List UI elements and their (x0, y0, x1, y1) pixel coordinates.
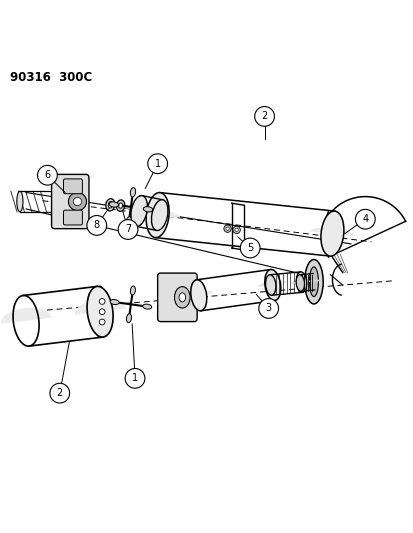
Text: 4: 4 (361, 214, 368, 224)
Text: 5: 5 (247, 243, 253, 253)
Ellipse shape (109, 202, 118, 207)
Polygon shape (292, 279, 321, 284)
Ellipse shape (87, 286, 113, 337)
Text: 1: 1 (154, 159, 160, 168)
Circle shape (233, 226, 240, 233)
Circle shape (258, 298, 278, 318)
Text: 7: 7 (125, 224, 131, 235)
Circle shape (118, 220, 138, 239)
Ellipse shape (174, 287, 190, 308)
Circle shape (254, 107, 274, 126)
Ellipse shape (143, 207, 152, 212)
Ellipse shape (264, 270, 280, 301)
FancyBboxPatch shape (63, 179, 82, 193)
Circle shape (73, 197, 81, 206)
Ellipse shape (130, 188, 135, 197)
Text: 6: 6 (44, 170, 50, 180)
Circle shape (147, 154, 167, 174)
Circle shape (99, 309, 105, 314)
Polygon shape (123, 206, 175, 218)
Ellipse shape (106, 199, 115, 211)
Circle shape (223, 225, 231, 232)
Ellipse shape (309, 267, 318, 296)
Circle shape (38, 165, 57, 185)
Ellipse shape (304, 260, 323, 304)
Ellipse shape (296, 272, 306, 293)
Ellipse shape (265, 274, 275, 295)
Circle shape (87, 215, 107, 235)
Circle shape (99, 298, 105, 304)
Ellipse shape (146, 192, 169, 238)
Ellipse shape (151, 200, 168, 230)
Circle shape (235, 228, 237, 231)
Polygon shape (183, 280, 287, 297)
Circle shape (125, 368, 145, 388)
Text: 8: 8 (93, 220, 100, 230)
Ellipse shape (190, 280, 206, 311)
Text: 2: 2 (57, 388, 63, 398)
Ellipse shape (131, 196, 147, 227)
Text: 1: 1 (132, 373, 138, 383)
Ellipse shape (142, 304, 151, 309)
Circle shape (50, 383, 69, 403)
Circle shape (355, 209, 374, 229)
Ellipse shape (116, 200, 124, 212)
Circle shape (240, 238, 259, 258)
FancyBboxPatch shape (63, 210, 82, 225)
Ellipse shape (108, 201, 112, 208)
FancyBboxPatch shape (52, 174, 89, 229)
Ellipse shape (295, 274, 304, 291)
Ellipse shape (126, 314, 131, 322)
Ellipse shape (93, 286, 107, 337)
Polygon shape (1, 298, 125, 324)
Ellipse shape (119, 203, 122, 208)
Ellipse shape (320, 211, 343, 256)
Circle shape (68, 192, 86, 211)
Ellipse shape (110, 300, 119, 304)
Circle shape (225, 227, 229, 230)
Polygon shape (260, 279, 311, 286)
Text: 3: 3 (265, 303, 271, 313)
Ellipse shape (130, 286, 135, 295)
Text: 90316  300C: 90316 300C (9, 71, 92, 84)
Circle shape (99, 319, 105, 325)
FancyBboxPatch shape (157, 273, 197, 321)
Ellipse shape (178, 293, 185, 302)
Text: 2: 2 (261, 111, 267, 122)
Ellipse shape (126, 217, 131, 226)
Ellipse shape (17, 191, 23, 212)
Polygon shape (135, 209, 354, 236)
